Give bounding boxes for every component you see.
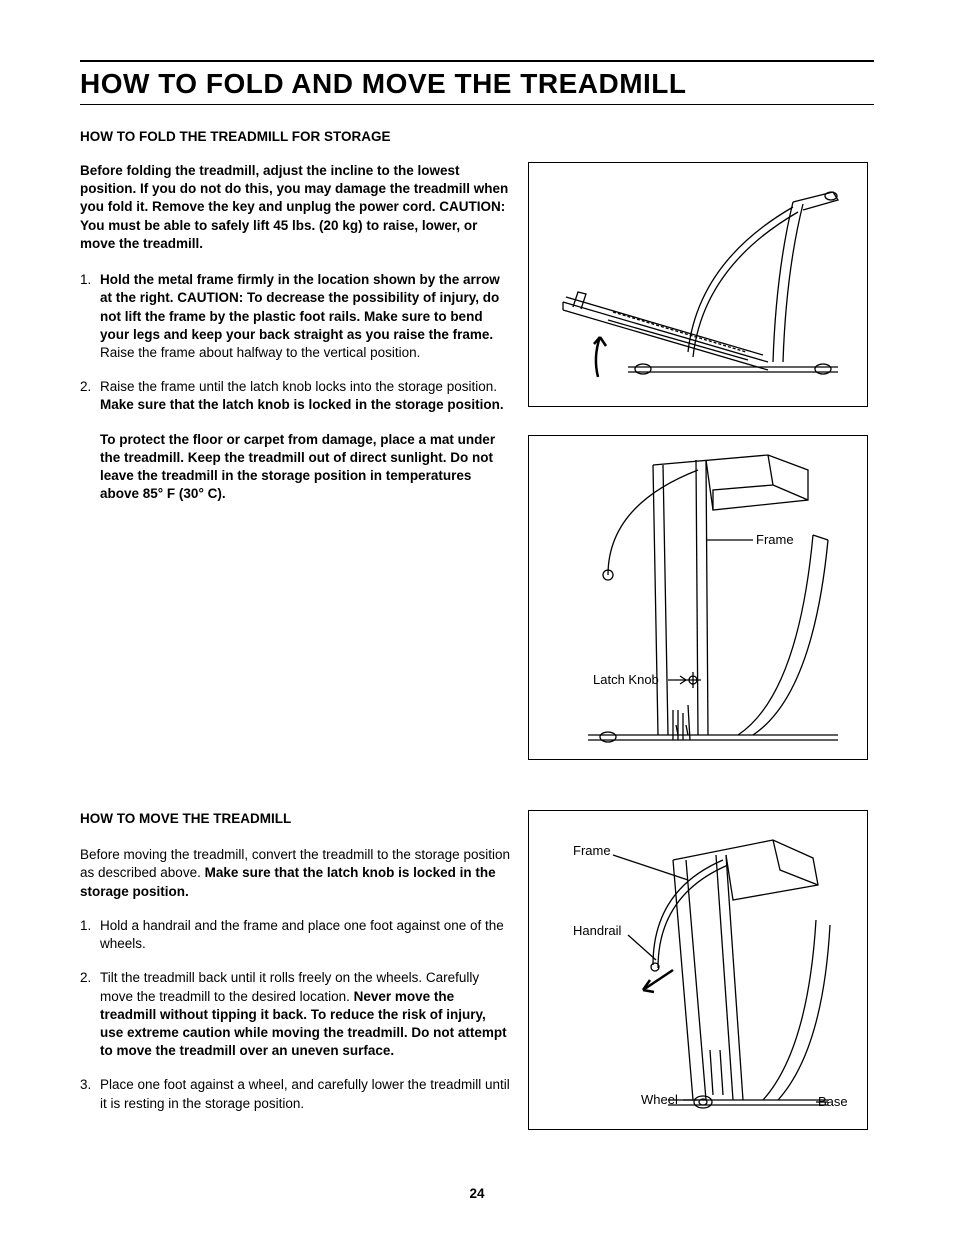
fold-heading: HOW TO FOLD THE TREADMILL FOR STORAGE (80, 129, 874, 144)
step-number: 2. (80, 378, 100, 519)
step-text: Hold a handrail and the frame and place … (100, 917, 510, 953)
figure-fold-locked: Frame Latch Knob (528, 435, 868, 760)
step-number: 1. (80, 917, 100, 953)
step-number: 2. (80, 969, 100, 1060)
page-number: 24 (0, 1186, 954, 1201)
step-text-bold: Hold the metal frame firmly in the locat… (100, 272, 500, 342)
step-text: Raise the frame until the latch knob loc… (100, 379, 497, 394)
step-text: Raise the frame about halfway to the ver… (100, 345, 420, 360)
move-step-3: 3. Place one foot against a wheel, and c… (80, 1076, 510, 1112)
step-number: 1. (80, 271, 100, 362)
figure-move: Frame Handrail Wheel Base (528, 810, 868, 1130)
label-base: Base (818, 1094, 848, 1109)
label-handrail: Handrail (573, 923, 622, 938)
page-title: HOW TO FOLD AND MOVE THE TREADMILL (80, 68, 874, 100)
move-heading: HOW TO MOVE THE TREADMILL (80, 810, 510, 828)
move-step-2: 2. Tilt the treadmill back until it roll… (80, 969, 510, 1060)
step-text-bold: To protect the floor or carpet from dama… (100, 431, 510, 504)
step-text: Place one foot against a wheel, and care… (100, 1076, 510, 1112)
step-number: 3. (80, 1076, 100, 1112)
step-text-bold: Make sure that the latch knob is locked … (100, 397, 504, 412)
label-latch-knob: Latch Knob (593, 672, 659, 687)
label-frame: Frame (573, 843, 611, 858)
fold-step-2: 2. Raise the frame until the latch knob … (80, 378, 510, 519)
fold-step-1: 1. Hold the metal frame firmly in the lo… (80, 271, 510, 362)
move-step-1: 1. Hold a handrail and the frame and pla… (80, 917, 510, 953)
label-wheel: Wheel (641, 1092, 678, 1107)
fold-intro: Before folding the treadmill, adjust the… (80, 162, 510, 253)
figure-fold-half (528, 162, 868, 407)
label-frame: Frame (756, 532, 794, 547)
